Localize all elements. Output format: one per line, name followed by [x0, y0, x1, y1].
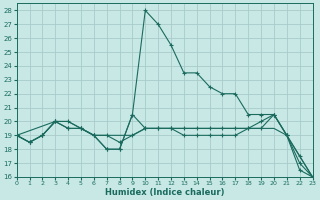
X-axis label: Humidex (Indice chaleur): Humidex (Indice chaleur) — [105, 188, 224, 197]
